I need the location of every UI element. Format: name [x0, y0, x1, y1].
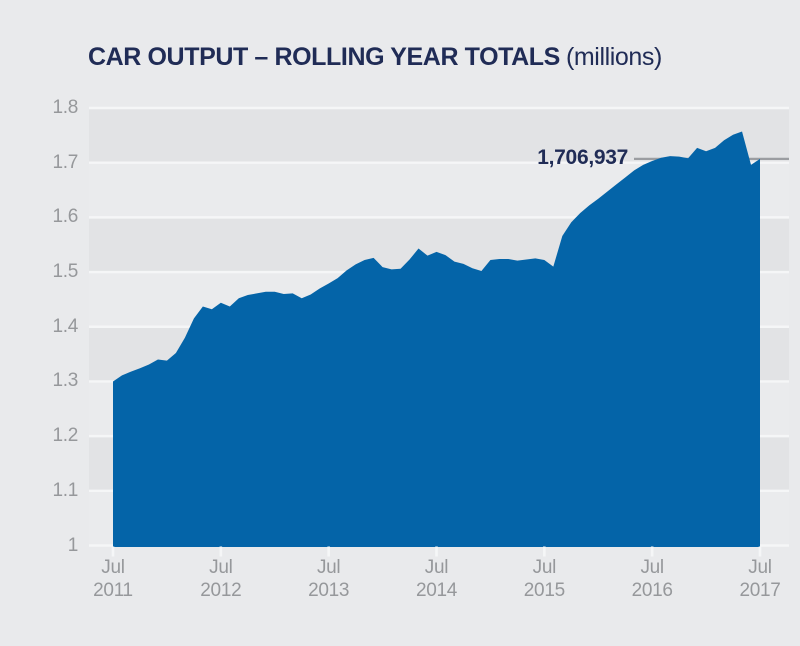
x-tick-label: Jul 2013 — [284, 556, 374, 602]
x-tick-year: 2016 — [631, 580, 673, 601]
chart-title: CAR OUTPUT – ROLLING YEAR TOTALS (million… — [88, 44, 662, 70]
y-tick-label: 1.4 — [52, 315, 78, 337]
x-tick-month: Jul — [748, 557, 772, 578]
chart-title-unit: (millions) — [565, 43, 662, 71]
x-tick-label: Jul 2011 — [68, 556, 158, 602]
x-tick-month: Jul — [209, 557, 233, 578]
year-tick-mark — [327, 546, 330, 557]
final-value-label: 1,706,937 — [537, 145, 628, 169]
x-tick-label: Jul 2015 — [499, 556, 589, 602]
x-tick-label: Jul 2017 — [715, 556, 800, 602]
year-tick-mark — [543, 546, 546, 557]
y-tick-label: 1.1 — [52, 479, 78, 501]
x-tick-year: 2013 — [308, 580, 350, 601]
year-tick-mark — [435, 546, 438, 557]
x-tick-month: Jul — [101, 557, 125, 578]
x-tick-year: 2012 — [200, 580, 242, 601]
x-tick-month: Jul — [316, 557, 341, 578]
x-tick-year: 2017 — [739, 580, 781, 601]
year-tick-mark — [111, 546, 115, 557]
y-tick-label: 1.8 — [52, 97, 78, 118]
x-tick-year: 2014 — [415, 580, 458, 601]
y-tick-label: 1.5 — [52, 261, 78, 283]
x-tick-year: 2011 — [93, 580, 133, 601]
year-tick-mark — [219, 546, 223, 557]
y-tick-label: 1.3 — [52, 370, 78, 392]
x-tick-label: Jul 2016 — [607, 556, 697, 602]
x-tick-label: Jul 2014 — [392, 556, 482, 602]
y-tick-label: 1 — [67, 534, 79, 556]
year-tick-mark — [650, 546, 654, 557]
car-output-area-series — [113, 131, 760, 547]
year-tick-mark — [758, 546, 762, 557]
y-tick-label: 1.6 — [52, 206, 78, 228]
x-tick-month: Jul — [532, 557, 557, 578]
x-tick-year: 2015 — [523, 580, 565, 601]
chart-title-main: CAR OUTPUT – ROLLING YEAR TOTALS — [88, 43, 560, 71]
x-tick-label: Jul 2012 — [176, 556, 266, 602]
x-tick-month: Jul — [640, 557, 664, 578]
y-tick-label: 1.7 — [52, 151, 78, 173]
x-tick-month: Jul — [424, 557, 449, 578]
grid-band — [89, 108, 789, 163]
y-tick-label: 1.2 — [52, 425, 78, 447]
